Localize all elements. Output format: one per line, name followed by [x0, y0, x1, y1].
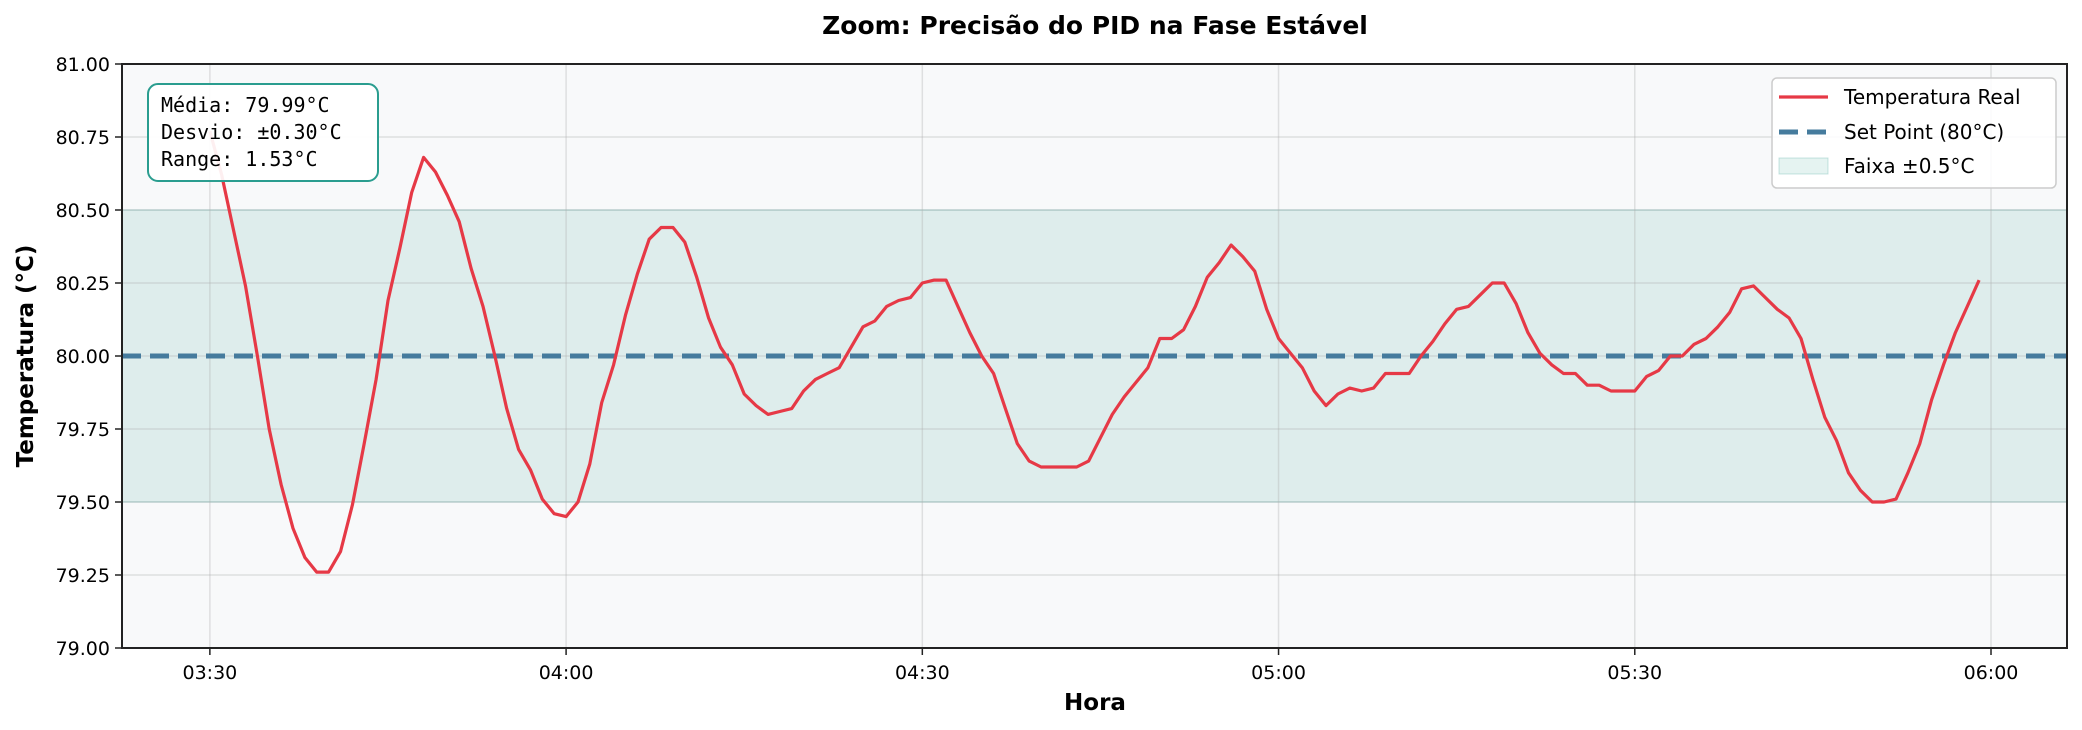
x-tick-label: 03:30 — [182, 662, 237, 684]
x-tick-label: 05:30 — [1607, 662, 1662, 684]
legend: Temperatura Real Set Point (80°C) Faixa … — [1771, 77, 2057, 189]
axes-frame — [121, 63, 2068, 649]
y-tick-label: 79.00 — [56, 638, 110, 660]
y-tick-label: 80.00 — [56, 346, 110, 368]
y-tick-label: 81.00 — [56, 54, 110, 76]
y-axis-label: Temperatura (°C) — [13, 245, 39, 468]
legend-setpoint-label: Set Point (80°C) — [1844, 120, 2004, 144]
x-tick-label: 06:00 — [1964, 662, 2019, 684]
stats-deviation: Desvio: ±0.30°C — [161, 120, 342, 144]
x-axis-label: Hora — [1064, 690, 1126, 716]
legend-real-label: Temperatura Real — [1843, 85, 2021, 109]
stats-mean: Média: 79.99°C — [161, 93, 330, 117]
x-tick-label: 04:30 — [895, 662, 950, 684]
y-tick-label: 79.50 — [56, 492, 110, 514]
y-tick-label: 80.75 — [56, 127, 110, 149]
x-axis-ticks: 03:30 04:00 04:30 05:00 05:30 06:00 — [182, 648, 2018, 684]
x-tick-label: 05:00 — [1251, 662, 1306, 684]
y-tick-label: 79.25 — [56, 565, 110, 587]
y-tick-label: 80.50 — [56, 200, 110, 222]
y-axis-ticks: 79.00 79.25 79.50 79.75 80.00 80.25 80.50 80.75… — [56, 54, 122, 660]
y-tick-label: 79.75 — [56, 419, 110, 441]
chart-title: Zoom: Precisão do PID na Fase Estável — [822, 11, 1368, 40]
legend-band-swatch — [1778, 157, 1829, 175]
temperature-line — [208, 130, 1981, 574]
x-tick-label: 04:00 — [539, 662, 594, 684]
y-tick-label: 80.25 — [56, 273, 110, 295]
stats-box: Média: 79.99°C Desvio: ±0.30°C Range: 1.… — [147, 83, 379, 182]
legend-band-label: Faixa ±0.5°C — [1844, 154, 1974, 178]
stats-range: Range: 1.53°C — [161, 147, 318, 171]
